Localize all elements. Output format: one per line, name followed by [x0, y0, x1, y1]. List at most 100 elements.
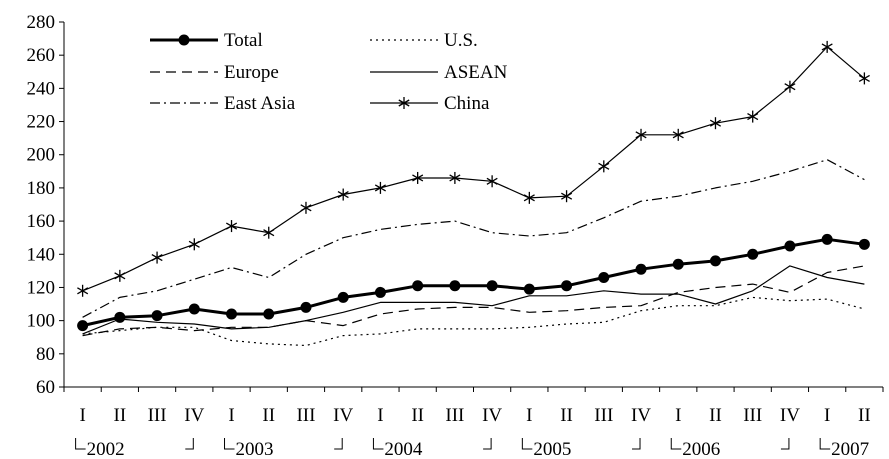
x-tick-label: III [743, 405, 762, 426]
series-line-europe [82, 265, 865, 337]
data-point [151, 251, 163, 264]
year-group-2005: 2005 [521, 438, 641, 459]
data-point [486, 280, 498, 292]
year-bracket-start [224, 438, 235, 450]
data-point [635, 263, 647, 275]
data-point [374, 181, 386, 194]
y-tick-label: 260 [27, 45, 56, 66]
year-group-2007: 2007 [819, 438, 869, 459]
x-tick-label: I [675, 405, 681, 426]
year-label: 2007 [831, 439, 869, 459]
year-label: 2002 [87, 439, 125, 459]
data-point [412, 280, 424, 292]
data-point [747, 248, 759, 260]
data-point [77, 284, 89, 297]
x-tick-label: IV [333, 405, 353, 426]
data-point [561, 280, 573, 292]
year-label: 2005 [533, 439, 571, 459]
data-point [263, 308, 275, 320]
data-point [598, 160, 610, 173]
data-point [561, 190, 573, 203]
data-point [114, 269, 126, 282]
series-line-eastasia [82, 159, 865, 318]
x-tick-label: III [594, 405, 613, 426]
year-bracket-start [819, 438, 831, 450]
data-point [188, 238, 200, 251]
year-bracket-start [521, 438, 533, 450]
x-tick-label: I [824, 405, 830, 426]
data-point [300, 301, 312, 313]
legend-item-asean: ASEAN [370, 62, 508, 83]
data-point [858, 238, 870, 250]
x-tick-label: I [377, 405, 383, 426]
data-point [821, 40, 833, 53]
legend-label: East Asia [224, 93, 296, 114]
x-tick-label: IV [482, 405, 502, 426]
year-group-2002: 2002 [75, 438, 194, 459]
y-tick-label: 220 [27, 112, 56, 133]
legend-item-europe: Europe [150, 62, 279, 83]
series-asean [82, 265, 865, 335]
data-point [226, 308, 238, 320]
data-point [784, 80, 796, 93]
data-point [821, 233, 833, 245]
year-bracket-start [75, 438, 86, 450]
legend-label: China [444, 93, 490, 114]
data-point [635, 128, 647, 141]
y-tick-label: 120 [27, 277, 56, 298]
year-label: 2004 [384, 439, 423, 459]
series-china [77, 40, 870, 297]
x-tick-label: IV [184, 405, 204, 426]
y-tick-label: 200 [27, 145, 56, 166]
data-point [449, 280, 461, 292]
series-line-total [82, 237, 865, 328]
legend-item-eastasia: East Asia [150, 93, 296, 114]
y-tick-label: 180 [27, 178, 56, 199]
year-bracket-end [185, 438, 194, 450]
y-tick-label: 60 [36, 377, 55, 398]
data-point [337, 188, 349, 201]
data-point [114, 311, 126, 323]
data-point [709, 255, 721, 267]
x-tick-label: IV [780, 405, 800, 426]
data-point [188, 303, 200, 315]
series-line-asean [82, 265, 865, 335]
year-bracket-start [372, 438, 384, 450]
legend-item-us: U.S. [370, 30, 478, 51]
data-point [598, 272, 610, 283]
x-tick-label: III [148, 405, 167, 426]
data-point [672, 258, 684, 270]
data-point [263, 226, 275, 239]
data-point [672, 128, 684, 141]
data-point [225, 220, 238, 233]
x-tick-label: II [411, 405, 424, 426]
data-point [151, 310, 163, 322]
year-bracket-end [632, 438, 641, 450]
series-total [77, 233, 870, 332]
year-label: 2006 [682, 439, 720, 459]
series-eastasia [82, 159, 865, 318]
legend-item-total: Total [150, 30, 263, 51]
year-group-2003: 2003 [224, 438, 343, 459]
series-layer [77, 40, 870, 347]
legend-marker [178, 34, 190, 46]
year-bracket-start [670, 438, 682, 450]
legend-label: Europe [224, 62, 279, 83]
x-tick-label: IV [631, 405, 651, 426]
year-bracket-end [780, 438, 790, 450]
data-point [412, 171, 424, 184]
x-tick-label: III [445, 405, 464, 426]
x-tick-label: II [262, 405, 275, 426]
data-point [300, 201, 312, 214]
series-line-china [82, 46, 865, 292]
x-tick-label: II [114, 405, 127, 426]
x-tick-label: II [858, 405, 871, 426]
series-europe [82, 265, 865, 337]
data-point [709, 117, 722, 130]
data-point [374, 286, 386, 298]
year-group-2006: 2006 [670, 438, 790, 459]
y-tick-label: 280 [27, 12, 56, 33]
x-tick-label: I [79, 405, 85, 426]
